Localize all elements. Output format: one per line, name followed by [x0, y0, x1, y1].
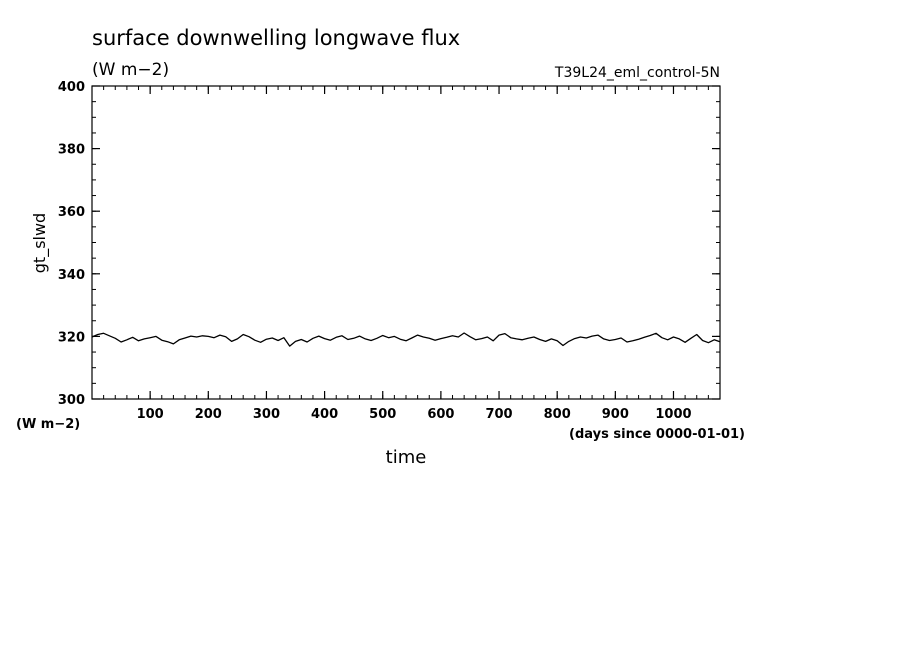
y-tick-label: 400: [58, 80, 85, 95]
y-tick-label: 360: [58, 205, 85, 220]
y-tick-label: 340: [58, 268, 85, 283]
series-layer: [91, 332, 721, 347]
x-axis-unit: (days since 0000-01-01): [569, 427, 745, 442]
x-tick-label: 300: [253, 407, 280, 422]
run-label: T39L24_eml_control-5N: [554, 65, 720, 81]
x-tick-label: 400: [311, 407, 338, 422]
chart-unit-subtitle: (W m−2): [92, 60, 169, 80]
y-tick-label: 300: [58, 393, 85, 408]
y-axis-label: gt_slwd: [30, 213, 50, 273]
ticks-layer: 100 200 300 400 500 600 700 800 900 1000 300 320 340…: [58, 80, 720, 422]
series-line-0: [91, 332, 721, 347]
x-tick-label: 200: [195, 407, 222, 422]
x-tick-label: 900: [602, 407, 629, 422]
y-axis-unit: (W m−2): [16, 417, 80, 432]
x-axis-label: time: [386, 447, 427, 468]
x-tick-label: 600: [427, 407, 454, 422]
y-tick-label: 380: [58, 143, 85, 158]
y-tick-label: 320: [58, 330, 85, 345]
x-tick-label: 500: [369, 407, 396, 422]
plot-frame: [91, 85, 721, 400]
x-tick-label: 100: [137, 407, 164, 422]
chart-title: surface downwelling longwave flux: [92, 26, 460, 50]
x-tick-label: 1000: [655, 407, 691, 422]
x-tick-label: 700: [485, 407, 512, 422]
x-tick-label: 800: [544, 407, 571, 422]
